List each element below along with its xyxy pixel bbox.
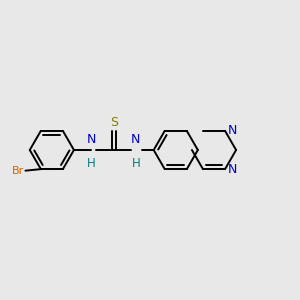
Text: Br: Br (12, 166, 24, 176)
Text: N: N (227, 163, 237, 176)
Text: H: H (87, 157, 96, 170)
Text: N: N (87, 133, 96, 146)
Text: N: N (227, 124, 237, 137)
Text: S: S (110, 116, 118, 128)
Text: N: N (131, 133, 141, 146)
Text: H: H (131, 157, 140, 170)
